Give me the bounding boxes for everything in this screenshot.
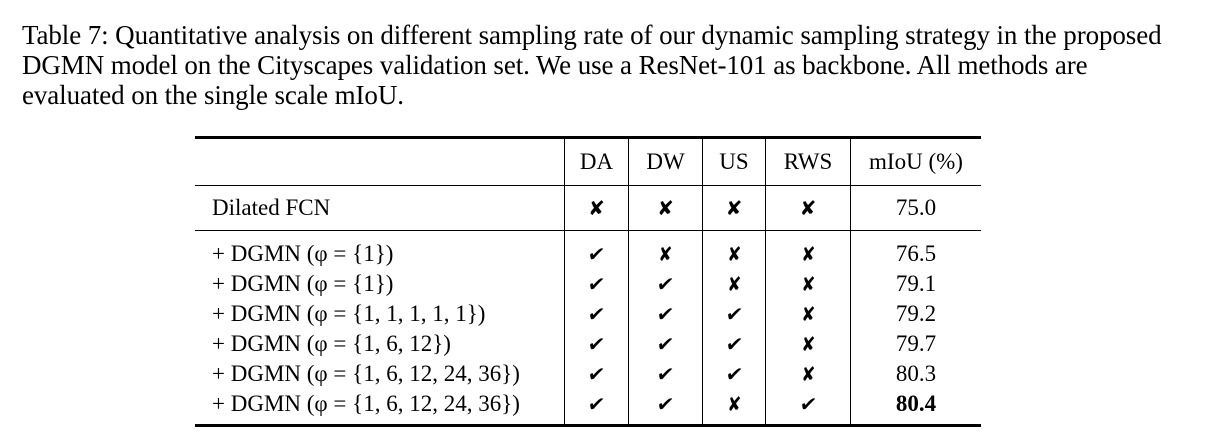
method-cell: + DGMN (φ = {1, 6, 12, 24, 36}): [212, 361, 520, 386]
cross-mark-icon: ✘: [725, 196, 743, 220]
method-cell: Dilated FCN: [212, 195, 331, 220]
method-cell: + DGMN (φ = {1, 6, 12}): [212, 331, 451, 356]
results-table: DA DW US RWS mIoU (%) Dilated FCN ✘ ✘ ✘ …: [195, 136, 981, 427]
us-cell: ✔: [702, 359, 766, 389]
method-cell: + DGMN (φ = {1}): [212, 241, 394, 266]
da-cell: ✔: [564, 269, 629, 299]
check-mark-icon: ✔: [723, 302, 745, 326]
check-mark-icon: ✔: [586, 302, 607, 326]
header-da: DA: [564, 137, 629, 186]
miou-cell: 80.4: [850, 389, 981, 426]
method-cell: + DGMN (φ = {1, 1, 1, 1, 1}): [212, 301, 486, 326]
header-rws: RWS: [765, 137, 851, 186]
dw-cell: ✔: [628, 389, 703, 426]
cross-mark-icon: ✘: [588, 196, 605, 220]
dw-cell: ✔: [628, 269, 703, 299]
check-mark-icon: ✔: [586, 242, 607, 266]
check-mark-icon: ✔: [797, 392, 819, 416]
us-cell: ✘: [702, 230, 766, 269]
check-mark-icon: ✔: [655, 302, 676, 326]
table-caption: Table 7: Quantitative analysis on differ…: [22, 20, 1162, 110]
table-row-baseline: Dilated FCN ✘ ✘ ✘ ✘ 75.0: [195, 185, 981, 231]
da-cell: ✘: [564, 185, 629, 231]
us-cell: ✘: [702, 269, 766, 299]
da-cell: ✔: [564, 329, 629, 359]
results-table-container: DA DW US RWS mIoU (%) Dilated FCN ✘ ✘ ✘ …: [195, 136, 981, 427]
rws-cell: ✘: [765, 329, 851, 359]
table-row: + DGMN (φ = {1}) ✔ ✘ ✘ ✘ 76.5: [195, 230, 981, 269]
cross-mark-icon: ✘: [800, 362, 816, 386]
cross-mark-icon: ✘: [800, 242, 816, 266]
rws-cell: ✘: [765, 185, 851, 231]
miou-cell: 79.2: [850, 299, 981, 329]
dgmn-rows-group: + DGMN (φ = {1}) ✔ ✘ ✘ ✘ 76.5 + DGMN (φ = {1})…: [195, 230, 981, 426]
da-cell: ✔: [564, 299, 629, 329]
rws-cell: ✘: [765, 269, 851, 299]
table-header-row: DA DW US RWS mIoU (%): [195, 137, 981, 186]
cross-mark-icon: ✘: [800, 332, 816, 356]
method-cell: + DGMN (φ = {1, 6, 12, 24, 36}): [212, 391, 520, 416]
header-us: US: [702, 137, 766, 186]
check-mark-icon: ✔: [655, 272, 676, 296]
us-cell: ✔: [702, 329, 766, 359]
check-mark-icon: ✔: [655, 362, 676, 386]
method-cell: + DGMN (φ = {1}): [212, 271, 394, 296]
table-row: + DGMN (φ = {1, 6, 12, 24, 36}) ✔ ✔ ✘ ✔ 80.4: [195, 389, 981, 426]
check-mark-icon: ✔: [586, 362, 607, 386]
cross-mark-icon: ✘: [657, 196, 674, 220]
table-row: + DGMN (φ = {1, 1, 1, 1, 1}) ✔ ✔ ✔ ✘ 79.2: [195, 299, 981, 329]
rws-cell: ✘: [765, 230, 851, 269]
cross-mark-icon: ✘: [799, 196, 817, 220]
us-cell: ✘: [702, 389, 766, 426]
da-cell: ✔: [564, 359, 629, 389]
check-mark-icon: ✔: [655, 392, 676, 416]
miou-cell: 80.3: [850, 359, 981, 389]
da-cell: ✔: [564, 389, 629, 426]
table-row: + DGMN (φ = {1, 6, 12, 24, 36}) ✔ ✔ ✔ ✘ 80.3: [195, 359, 981, 389]
check-mark-icon: ✔: [723, 332, 745, 356]
header-miou: mIoU (%): [850, 137, 981, 186]
us-cell: ✔: [702, 299, 766, 329]
cross-mark-icon: ✘: [726, 392, 742, 416]
check-mark-icon: ✔: [586, 272, 607, 296]
header-method: [195, 138, 565, 186]
check-mark-icon: ✔: [655, 332, 676, 356]
miou-cell: 79.7: [850, 329, 981, 359]
dw-cell: ✔: [628, 299, 703, 329]
table-row: + DGMN (φ = {1, 6, 12}) ✔ ✔ ✔ ✘ 79.7: [195, 329, 981, 359]
rws-cell: ✔: [765, 389, 851, 426]
dw-cell: ✘: [628, 230, 703, 269]
check-mark-icon: ✔: [723, 362, 745, 386]
rws-cell: ✘: [765, 299, 851, 329]
miou-cell: 76.5: [850, 230, 981, 269]
table-row: + DGMN (φ = {1}) ✔ ✔ ✘ ✘ 79.1: [195, 269, 981, 299]
check-mark-icon: ✔: [586, 392, 607, 416]
check-mark-icon: ✔: [586, 332, 607, 356]
cross-mark-icon: ✘: [726, 242, 742, 266]
cross-mark-icon: ✘: [800, 272, 816, 296]
dw-cell: ✔: [628, 329, 703, 359]
cross-mark-icon: ✘: [658, 242, 673, 266]
da-cell: ✔: [564, 230, 629, 269]
header-dw: DW: [628, 137, 703, 186]
miou-cell: 79.1: [850, 269, 981, 299]
miou-cell: 75.0: [850, 185, 981, 231]
dw-cell: ✘: [628, 185, 703, 231]
cross-mark-icon: ✘: [800, 302, 816, 326]
us-cell: ✘: [702, 185, 766, 231]
cross-mark-icon: ✘: [726, 272, 742, 296]
rws-cell: ✘: [765, 359, 851, 389]
dw-cell: ✔: [628, 359, 703, 389]
